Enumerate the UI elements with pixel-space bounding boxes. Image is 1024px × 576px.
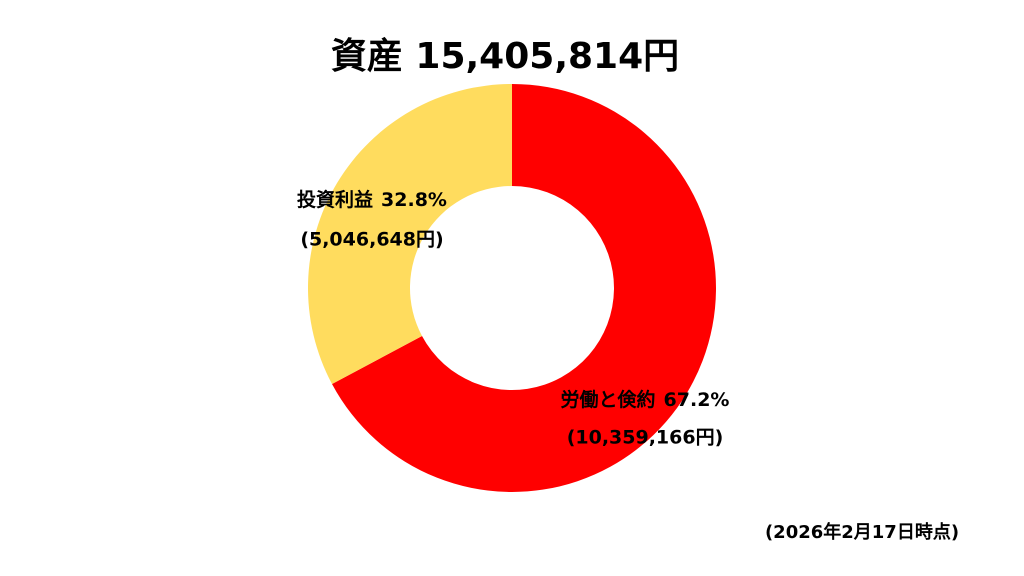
value-label: 67.2% <box>664 389 730 411</box>
category-label: 労働と倹約 <box>561 388 656 411</box>
segment-label: 労働と倹約 67.2% <box>561 388 730 411</box>
note: (2026年2月17日時点) <box>765 521 959 543</box>
value-label: 32.8% <box>381 189 447 211</box>
donut-segment <box>332 84 716 492</box>
amount-label: (10,359,166円) <box>567 427 724 449</box>
category-label: 投資利益 <box>297 188 373 211</box>
chart-title: 資産 15,405,814円 <box>331 36 679 77</box>
segment-label: 投資利益 32.8% <box>297 188 447 211</box>
donut-segment <box>308 84 512 385</box>
amount-label: (5,046,648円) <box>300 229 443 251</box>
